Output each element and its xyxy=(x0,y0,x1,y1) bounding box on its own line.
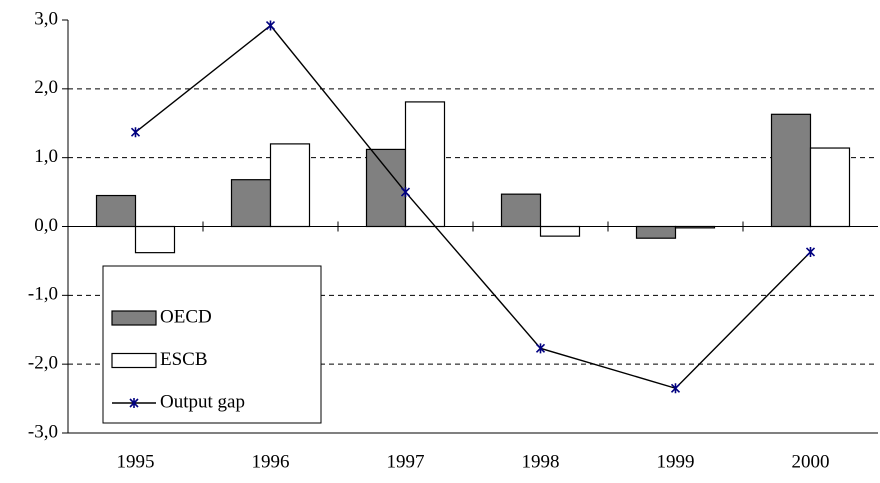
x-tick-label: 1997 xyxy=(387,451,425,472)
bar xyxy=(404,101,446,228)
marker xyxy=(130,127,141,138)
bar xyxy=(674,225,716,229)
bar xyxy=(809,147,851,228)
bar xyxy=(500,193,542,228)
bar xyxy=(539,225,581,237)
legend-label: Output gap xyxy=(160,391,245,412)
bar xyxy=(230,179,272,228)
legend-marker xyxy=(129,398,139,408)
legend-label: OECD xyxy=(160,306,212,327)
legend-label: ESCB xyxy=(160,349,208,370)
marker xyxy=(400,187,411,198)
bar xyxy=(269,143,311,228)
x-tick-label: 1996 xyxy=(252,451,290,472)
y-tick-label: 1,0 xyxy=(34,146,58,167)
marker xyxy=(670,383,681,394)
bar xyxy=(95,194,137,228)
x-tick-label: 1995 xyxy=(117,451,155,472)
bar xyxy=(770,113,812,228)
legend-box xyxy=(102,265,322,424)
x-tick-label: 2000 xyxy=(792,451,830,472)
y-tick-label: 2,0 xyxy=(34,77,58,98)
marker xyxy=(265,20,276,31)
y-tick-label: -3,0 xyxy=(28,421,58,442)
y-tick-label: 3,0 xyxy=(34,8,58,29)
bar xyxy=(635,225,677,239)
y-tick-label: -2,0 xyxy=(28,353,58,374)
legend-swatch xyxy=(111,352,157,369)
y-tick-label: 0,0 xyxy=(34,215,58,236)
x-tick-label: 1999 xyxy=(657,451,695,472)
marker xyxy=(535,343,546,354)
marker xyxy=(805,246,816,257)
y-tick-label: -1,0 xyxy=(28,284,58,305)
legend-swatch xyxy=(111,310,157,326)
line xyxy=(135,24,811,390)
bar xyxy=(134,225,176,254)
x-tick-label: 1998 xyxy=(522,451,560,472)
bar xyxy=(365,148,407,228)
